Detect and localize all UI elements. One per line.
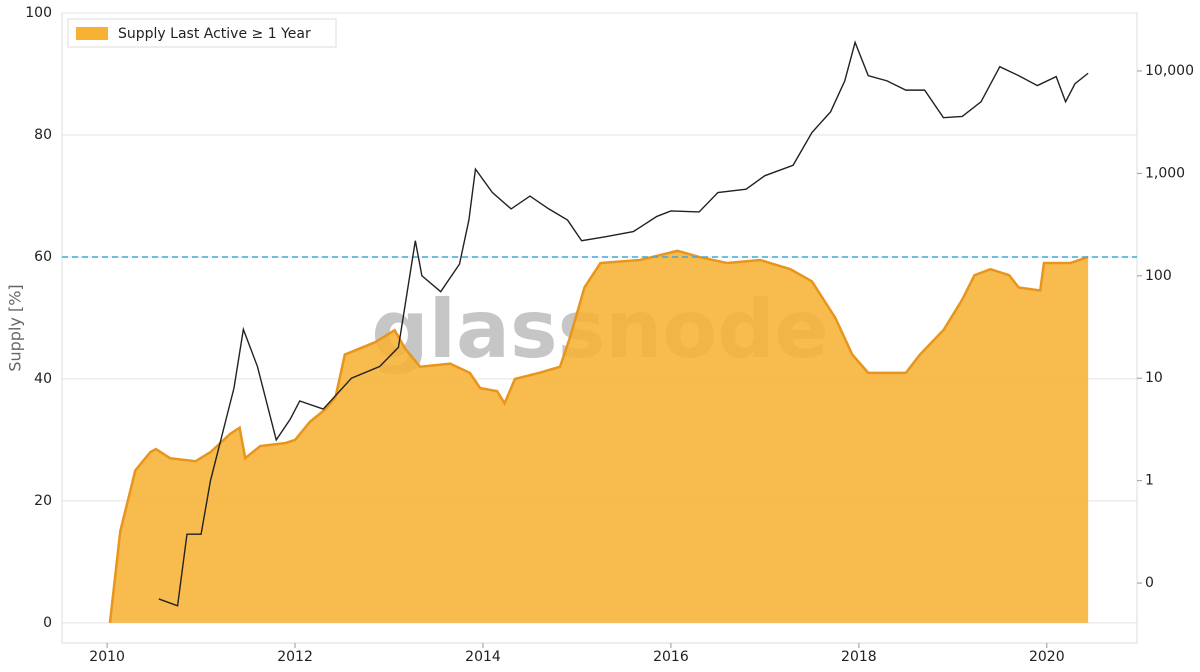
y2-tick-label: 10: [1145, 370, 1163, 386]
y-tick-label: 100: [25, 5, 52, 21]
y-tick-label: 60: [34, 249, 52, 265]
y-axis-label: Supply [%]: [6, 284, 25, 371]
area-line: [108, 249, 1089, 624]
y2-tick-label: 100: [1145, 268, 1172, 284]
x-tick-label: 2020: [1029, 649, 1065, 665]
y2-tick-label: 10,000: [1145, 63, 1194, 79]
legend-label: Supply Last Active ≥ 1 Year: [118, 26, 311, 42]
price-line: [158, 40, 1089, 607]
y2-tick-label: 1,000: [1145, 165, 1185, 181]
x-tick-label: 2010: [89, 649, 125, 665]
area-fill: [109, 250, 1089, 623]
y-tick-label: 0: [43, 615, 52, 631]
x-tick-label: 2012: [277, 649, 313, 665]
legend-swatch: [76, 27, 108, 40]
x-tick-label: 2018: [841, 649, 877, 665]
y2-tick-label: 1: [1145, 473, 1154, 489]
x-tick-label: 2014: [465, 649, 501, 665]
x-tick-label: 2016: [653, 649, 689, 665]
y-tick-label: 40: [34, 371, 52, 387]
y-tick-label: 80: [34, 127, 52, 143]
y-tick-label: 20: [34, 493, 52, 509]
legend-box: [67, 18, 337, 48]
y2-tick-label: 0: [1145, 575, 1154, 591]
